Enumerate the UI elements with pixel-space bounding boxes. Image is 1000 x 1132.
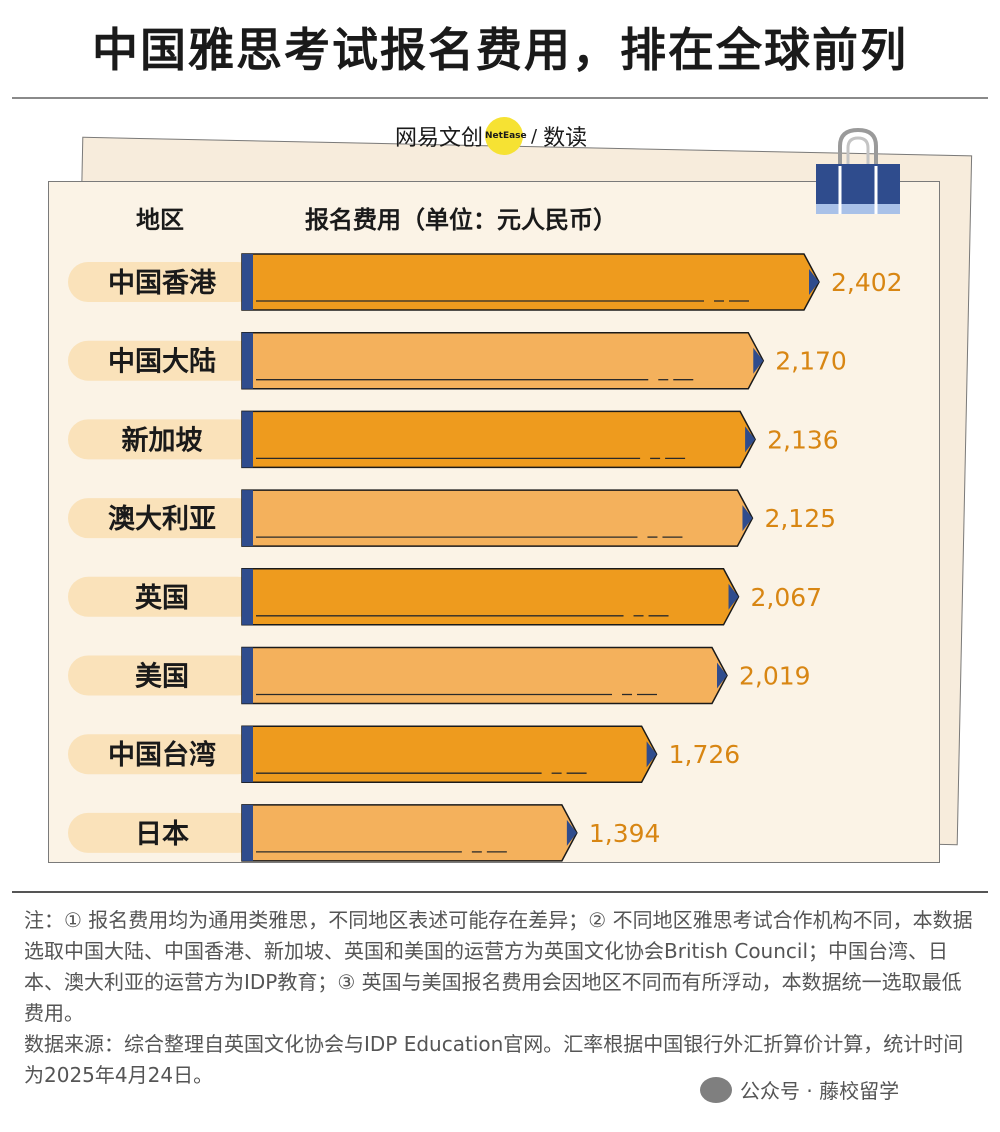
category-pill [68,262,258,302]
brand-separator: / [531,125,538,147]
value-label: 2,136 [767,425,839,454]
category-pill [68,734,258,775]
brand-section: 数读 [543,126,588,151]
footnote: 注：① 报名费用均为通用类雅思，不同地区表述可能存在差异；② 不同地区雅思考试合… [24,908,973,1025]
category-pill [68,419,258,460]
value-label: 1,726 [669,740,741,769]
bar-tip [728,583,739,610]
category-label: 澳大利亚 [108,504,216,535]
brand-logo: 网易文创 NetEase / 数读 [395,116,587,156]
value-label: 2,402 [831,268,903,297]
bar-tip [566,819,577,846]
page-title: 中国雅思考试报名费用，排在全球前列 [92,23,908,77]
bar-tip [646,741,657,768]
bar-end-cap [242,726,253,783]
category-label: 中国台湾 [108,739,216,771]
value-label: 2,067 [751,583,823,612]
brand-badge: NetEase [485,117,527,155]
source-note: 数据来源：综合整理自英国文化协会与IDP Education官网。汇率根据中国银… [24,1032,964,1087]
value-label: 2,125 [764,504,836,533]
category-pill [68,576,258,617]
value-label: 2,170 [775,347,847,376]
bar-end-cap [242,647,253,704]
bar-end-cap [242,254,253,310]
watermark: 公众号 · 藤校留学 [700,1075,899,1104]
wechat-icon [700,1076,732,1103]
category-pill [68,812,258,853]
bottom-divider [12,891,988,893]
notes-block: 注：① 报名费用均为通用类雅思，不同地区表述可能存在差异；② 不同地区雅思考试合… [24,905,979,1091]
category-header: 地区 [136,206,184,234]
category-label: 中国大陆 [108,347,216,378]
bar-tip [809,269,819,295]
value-header: 报名费用（单位：元人民币） [305,206,617,234]
bar-end-cap [242,490,253,547]
category-label: 中国香港 [108,268,217,299]
category-label: 新加坡 [122,424,203,456]
category-label: 美国 [135,661,189,693]
category-pill [68,340,258,381]
category-label: 英国 [135,583,189,614]
bar-end-cap [242,568,253,625]
bar-end-cap [242,332,253,389]
bar-tip [742,505,753,532]
bar-end-cap [242,411,253,468]
watermark-text: 公众号 · 藤校留学 [740,1079,900,1103]
category-label: 日本 [135,819,189,850]
category-pill [68,655,258,696]
category-pill [68,498,258,539]
bar-tip [716,662,727,689]
bar-tip [745,426,756,453]
top-divider [12,97,988,99]
bar-tip [753,347,764,374]
value-label: 2,019 [739,662,811,691]
value-label: 1,394 [589,819,661,848]
bar-end-cap [242,804,253,861]
binder-clip-icon [816,127,900,214]
brand-name: 网易文创 [395,126,484,151]
